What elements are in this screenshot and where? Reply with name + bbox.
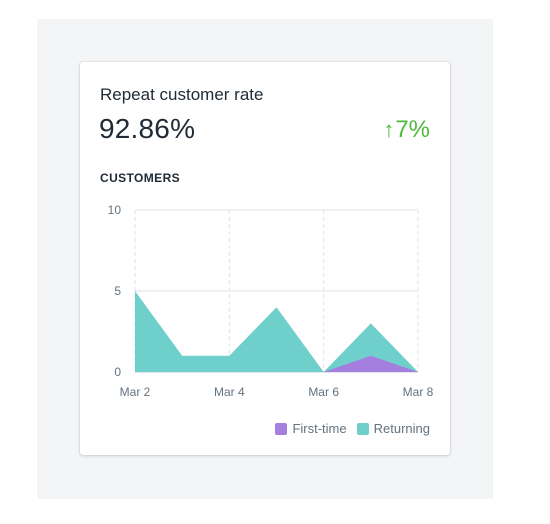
x-tick-label: Mar 6 xyxy=(308,385,339,399)
x-tick-label: Mar 4 xyxy=(214,385,245,399)
chart-legend: First-time Returning xyxy=(275,421,430,436)
legend-item-first-time: First-time xyxy=(275,421,347,436)
delta-value: 7% xyxy=(395,116,430,143)
legend-swatch-returning xyxy=(356,422,369,435)
section-label: CUSTOMERS xyxy=(100,171,181,185)
card-title: Repeat customer rate xyxy=(100,85,264,104)
metric-value: 92.86% xyxy=(99,113,196,144)
legend-label-returning: Returning xyxy=(373,421,430,436)
area-first-time xyxy=(135,355,418,372)
legend-label-first-time: First-time xyxy=(292,421,347,436)
y-tick-label: 10 xyxy=(108,203,122,217)
repeat-customer-rate-card: Repeat customer rate 92.86% ↑ 7% CUSTOME… xyxy=(80,62,450,455)
delta-indicator: ↑ 7% xyxy=(383,116,430,144)
area-returning xyxy=(135,291,418,372)
legend-swatch-first-time xyxy=(275,422,288,435)
y-tick-label: 5 xyxy=(114,284,121,298)
arrow-up-icon: ↑ xyxy=(383,117,395,142)
x-tick-label: Mar 2 xyxy=(120,385,151,399)
y-tick-label: 0 xyxy=(114,365,121,379)
customers-area-chart: 0 5 10 Mar 2 Mar 4 Mar 6 Mar 8 xyxy=(108,203,434,399)
x-tick-label: Mar 8 xyxy=(403,385,434,399)
legend-item-returning: Returning xyxy=(356,421,430,436)
